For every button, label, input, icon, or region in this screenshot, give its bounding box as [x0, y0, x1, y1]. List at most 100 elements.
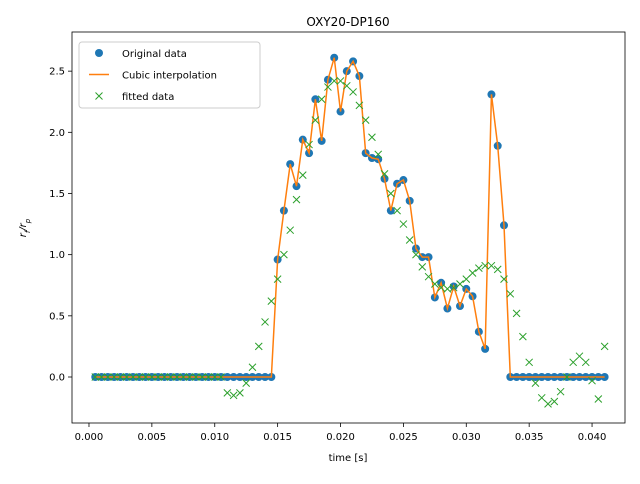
fitted-point [487, 261, 496, 270]
y-label-part: r [18, 222, 29, 227]
fitted-point [166, 373, 175, 381]
fitted-point [192, 373, 200, 381]
fitted-point [91, 373, 100, 381]
fitted-point [475, 264, 483, 272]
fitted-point [129, 373, 137, 381]
fitted-point [330, 77, 339, 85]
fitted-point [317, 95, 326, 104]
x-tick-label: 0.040 [578, 432, 607, 443]
fitted-point [569, 358, 578, 367]
fitted-point [588, 376, 596, 385]
fitted-point [305, 140, 313, 149]
fitted-point [456, 280, 464, 288]
fitted-point [298, 171, 307, 179]
legend-marker [95, 49, 103, 57]
fitted-point [393, 206, 401, 215]
fitted-point [97, 373, 106, 381]
y-label-part: / [18, 226, 29, 232]
fitted-point [399, 220, 408, 228]
y-axis-label: rf/rp [18, 218, 32, 237]
fitted-point [544, 400, 552, 408]
fitted-point [217, 373, 225, 381]
fitted-point [512, 309, 521, 318]
x-tick-label: 0.025 [389, 432, 418, 443]
y-tick-label: 0.0 [49, 373, 65, 384]
fitted-point [443, 285, 452, 293]
fitted-point [154, 373, 163, 381]
y-label-part: r [18, 232, 29, 237]
fitted-point [368, 133, 376, 142]
fitted-point [462, 275, 471, 283]
fitted-point [173, 373, 181, 381]
x-tick-label: 0.000 [75, 432, 104, 443]
fitted-point [361, 116, 370, 124]
legend-label: Cubic interpolation [122, 71, 217, 82]
fitted-point [261, 318, 269, 326]
x-tick-label: 0.015 [263, 432, 292, 443]
legend-label: Original data [122, 49, 187, 60]
fitted-point [248, 363, 257, 372]
fitted-point [380, 170, 389, 178]
legend-box [78, 41, 261, 109]
legend-marker [95, 92, 103, 100]
chart-title: OXY20-DP160 [306, 15, 389, 29]
fitted-point [122, 373, 131, 381]
fitted-point [336, 77, 345, 85]
fitted-point [311, 116, 320, 124]
fitted-point [355, 101, 364, 110]
fitted-point [223, 389, 232, 397]
fitted-point [468, 269, 477, 277]
fitted-point [110, 373, 118, 381]
fitted-point [437, 283, 445, 292]
fitted-point [493, 265, 502, 274]
fitted-point [575, 352, 584, 361]
fitted-point [198, 373, 207, 381]
fitted-point [519, 332, 527, 341]
fitted-point [600, 342, 609, 351]
fitted-point [525, 358, 534, 367]
x-tick-label: 0.010 [200, 432, 229, 443]
fitted-point [116, 373, 125, 381]
fitted-point [148, 373, 156, 381]
fitted-point [550, 397, 559, 406]
plot-area [91, 53, 609, 408]
fitted-point [185, 373, 194, 381]
fitted-point [342, 81, 351, 90]
fitted-point [537, 393, 546, 402]
fitted-point [405, 236, 414, 244]
fitted-point [141, 373, 150, 381]
fitted-point [581, 358, 590, 367]
fitted-point [412, 250, 420, 259]
fitted-point [229, 391, 238, 400]
fitted-point [135, 373, 144, 381]
fitted-point [236, 389, 244, 397]
fitted-point [292, 195, 301, 204]
y-tick-label: 2.0 [49, 128, 65, 139]
x-tick-label: 0.030 [452, 432, 481, 443]
fitted-point [506, 289, 515, 298]
x-tick-label: 0.020 [326, 432, 355, 443]
fitted-point [179, 373, 188, 381]
fitted-point [254, 342, 263, 351]
y-tick-label: 1.5 [49, 189, 65, 200]
fitted-point [556, 387, 565, 396]
fitted-point [563, 373, 571, 381]
fitted-point [430, 280, 439, 288]
fitted-point [210, 373, 219, 381]
legend-label: fitted data [122, 92, 174, 103]
x-tick-label: 0.005 [138, 432, 167, 443]
fitted-point [374, 150, 383, 159]
x-axis-label: time [s] [329, 453, 368, 464]
fitted-point [424, 272, 433, 281]
fitted-point [103, 373, 112, 381]
fitted-point [594, 395, 603, 403]
fitted-point [531, 379, 540, 387]
fitted-point [242, 379, 251, 387]
fitted-point [204, 373, 213, 381]
fitted-point [386, 189, 395, 198]
fitted-point [273, 275, 282, 283]
y-label-part: p [24, 218, 32, 224]
fitted-point [349, 88, 357, 96]
fitted-point [500, 275, 508, 283]
